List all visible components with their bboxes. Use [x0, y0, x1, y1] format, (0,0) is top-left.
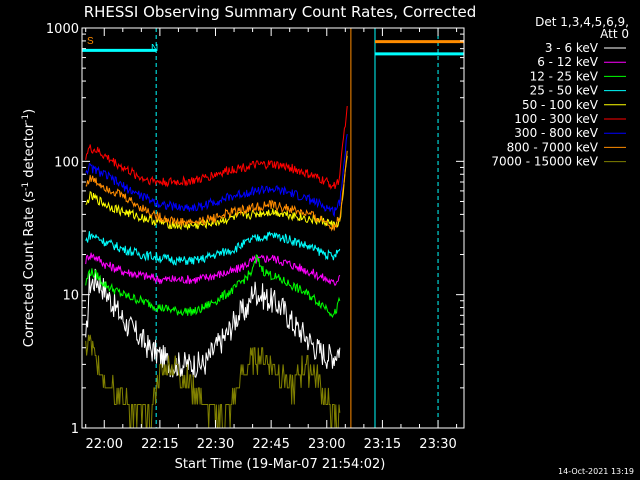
series-line-7 — [85, 150, 348, 232]
x-tick-label: 22:15 — [141, 437, 178, 452]
plot-marks — [82, 28, 464, 429]
chart-title: RHESSI Observing Summary Count Rates, Co… — [84, 3, 477, 21]
legend-label: 25 - 50 keV — [530, 84, 599, 98]
series-line-6 — [85, 134, 348, 218]
legend-label: 3 - 6 keV — [545, 41, 599, 55]
legend-label: 300 - 800 keV — [514, 126, 598, 140]
x-tick-label: 23:15 — [364, 437, 401, 452]
y-tick-label: 10 — [62, 289, 79, 304]
series-line-2 — [85, 254, 341, 318]
x-tick-label: 22:30 — [197, 437, 234, 452]
series-line-8 — [85, 334, 341, 429]
x-tick-label: 22:45 — [252, 437, 289, 452]
x-tick-label: 23:00 — [308, 437, 345, 452]
axis-layer: 1 10 100 1000 22:00 22:15 22:30 22:45 23:00 23:15… — [46, 22, 464, 452]
flag-label-n: N — [151, 43, 158, 54]
legend-label: 7000 - 15000 keV — [491, 155, 598, 169]
series-line-0 — [85, 268, 341, 378]
y-tick-label: 100 — [54, 155, 79, 170]
x-tick-label: 22:00 — [86, 437, 123, 452]
series-line-4 — [85, 155, 348, 231]
legend-label: 12 - 25 keV — [530, 69, 599, 83]
plot-timestamp: 14-Oct-2021 13:19 — [558, 467, 634, 476]
y-tick-label: 1000 — [46, 22, 79, 37]
series-line-5 — [85, 105, 348, 190]
legend-label: 800 - 7000 keV — [507, 140, 599, 154]
x-tick-label: 23:30 — [419, 437, 456, 452]
legend-label: 50 - 100 keV — [522, 98, 599, 112]
plot-frame — [81, 27, 465, 429]
y-tick-label: 1 — [71, 422, 79, 437]
legend-label: 6 - 12 keV — [537, 55, 599, 69]
detectors-line-2: Att 0 — [600, 27, 629, 41]
legend-label: 100 - 300 keV — [514, 112, 598, 126]
series-line-1 — [85, 252, 341, 287]
series-line-3 — [85, 231, 341, 266]
x-axis-label: Start Time (19-Mar-07 21:54:02) — [175, 457, 386, 472]
y-axis-label: Corrected Count Rate (s-1 detector-1) — [21, 109, 37, 347]
detectors-line-1: Det 1,3,4,5,6,9, — [535, 15, 629, 29]
flag-label-s: S — [87, 36, 94, 47]
